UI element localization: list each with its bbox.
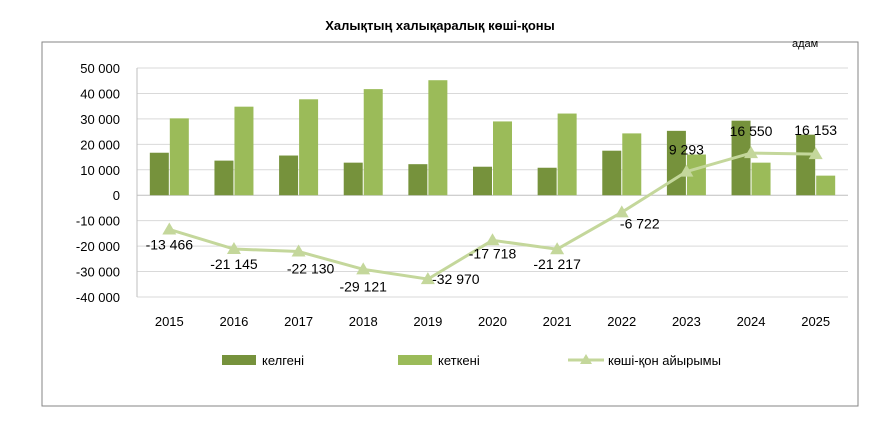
bar-келгені-2024 [731, 120, 751, 196]
bar-келгені-2020 [473, 166, 492, 196]
x-tick-label: 2017 [284, 314, 313, 329]
balance-marker [291, 244, 306, 257]
y-tick-label: -40 000 [76, 290, 120, 305]
gridlines [136, 67, 848, 298]
balance-data-label: 9 293 [669, 142, 704, 158]
balance-marker [485, 233, 500, 246]
balance-marker [679, 164, 694, 177]
x-tick-label: 2024 [737, 314, 766, 329]
data-labels: -13 466 -21 145 -22 130-29 121 -32 970 -17 7… [146, 122, 838, 294]
x-tick-label: 2018 [349, 314, 378, 329]
y-axis-tick-labels: 50 000 40 000 30 000 20 000 10 000 0 -10 000 -2… [76, 61, 120, 305]
balance-data-label: -22 130 [287, 261, 335, 277]
bar-кеткені-2017 [299, 99, 319, 196]
y-tick-label: 20 000 [80, 137, 120, 152]
bar-кеткені-2022 [622, 133, 642, 196]
balance-marker [744, 146, 759, 159]
x-tick-label: 2015 [155, 314, 184, 329]
balance-marker [356, 262, 371, 275]
y-tick-label: -20 000 [76, 239, 120, 254]
legend: келгені кеткені көші-қон айырымы [222, 353, 721, 368]
balance-data-label: -17 718 [469, 245, 517, 261]
y-tick-label: 50 000 [80, 61, 120, 76]
legend-item-balance-marker [580, 354, 592, 364]
x-tick-label: 2025 [801, 314, 830, 329]
balance-marker [550, 242, 565, 255]
balance-data-label: -21 217 [533, 256, 581, 272]
bar-кеткені-2016 [234, 106, 254, 196]
bar-келгені-2025 [796, 134, 816, 196]
y-tick-label: 30 000 [80, 112, 120, 127]
legend-item-arrivals-swatch [222, 355, 256, 365]
balance-marker [614, 205, 629, 218]
y-tick-label: -10 000 [76, 214, 120, 229]
bar-келгені-2021 [537, 167, 557, 196]
chart-frame [41, 41, 859, 407]
bar-кеткені-2024 [751, 162, 771, 196]
bar-кеткені-2021 [557, 113, 577, 196]
y-tick-label: 10 000 [80, 163, 120, 178]
bar-кеткені-2019 [428, 80, 448, 196]
balance-marker [808, 147, 823, 160]
legend-item-departures-swatch [398, 355, 432, 365]
y-tick-label: 40 000 [80, 86, 120, 101]
legend-item-arrivals-label: келгені [262, 353, 304, 368]
bar-кеткені-2025 [816, 175, 836, 196]
balance-marker [162, 222, 177, 235]
x-axis-tick-labels: 2015 2016 2017 2018 2019 2020 2021 2022 2023 2024… [155, 314, 830, 329]
balance-data-label: -13 466 [146, 236, 194, 252]
balance-data-label: 16 550 [730, 123, 773, 139]
bar-келгені-2022 [602, 150, 622, 196]
bar-кеткені-2023 [686, 154, 706, 196]
y-tick-label: 0 [113, 188, 120, 203]
bar-кеткені-2018 [363, 89, 383, 196]
bar-келгені-2018 [343, 162, 363, 196]
bar-келгені-2019 [408, 164, 428, 196]
bar-келгені-2016 [214, 160, 234, 196]
bar-келгені-2017 [279, 155, 299, 196]
bar-келгені-2015 [149, 152, 169, 196]
bar-келгені-2023 [666, 130, 686, 196]
x-tick-label: 2019 [413, 314, 442, 329]
balance-data-label: -32 970 [432, 271, 480, 287]
y-tick-label: -30 000 [76, 265, 120, 280]
balance-marker [420, 272, 435, 285]
x-tick-label: 2022 [607, 314, 636, 329]
legend-item-balance-label: көші-қон айырымы [608, 353, 721, 368]
x-tick-label: 2020 [478, 314, 507, 329]
x-tick-label: 2021 [543, 314, 572, 329]
legend-item-departures-label: кеткені [438, 353, 480, 368]
unit-label: адам [792, 38, 818, 50]
x-tick-label: 2023 [672, 314, 701, 329]
balance-data-label: -6 722 [620, 215, 660, 231]
chart-title: Халықтың халықаралық көші-қоны [325, 18, 555, 33]
bar-кеткені-2015 [169, 118, 189, 196]
balance-data-label: -21 145 [210, 256, 258, 272]
x-tick-label: 2016 [219, 314, 248, 329]
balance-data-label: -29 121 [339, 278, 387, 294]
balance-marker [226, 242, 241, 255]
balance-data-label: 16 153 [794, 122, 837, 138]
balance-line [162, 146, 823, 285]
bar-кеткені-2020 [493, 121, 512, 196]
